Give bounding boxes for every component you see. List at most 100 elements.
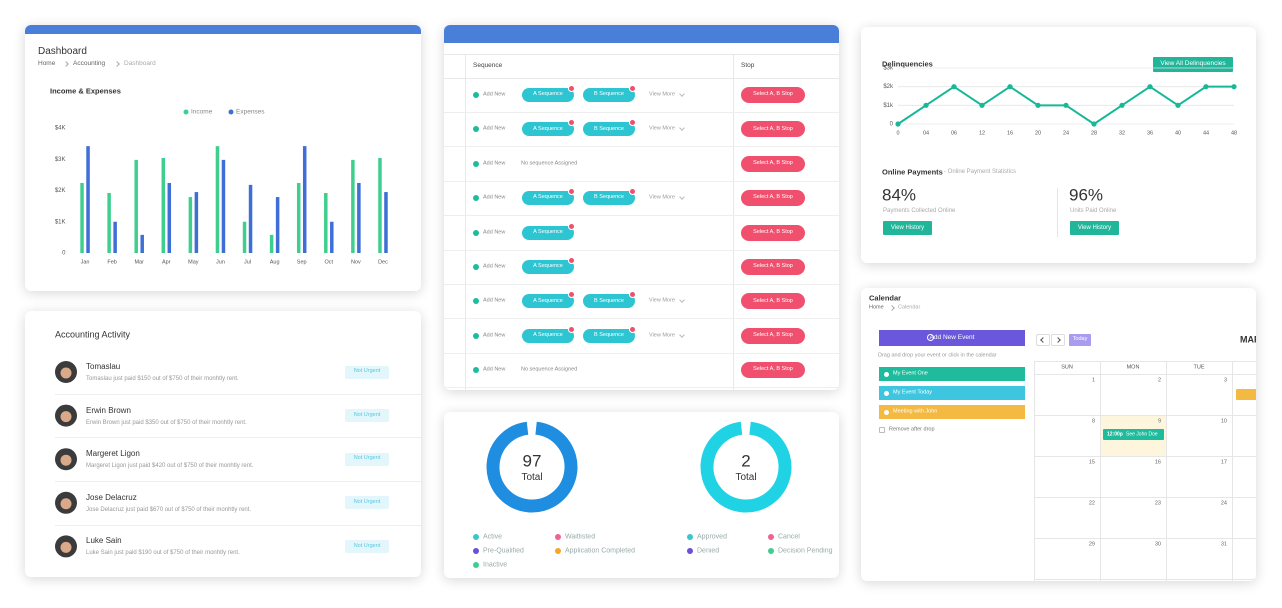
view-more-link[interactable]: View More [649, 332, 675, 339]
day-number: 3 [1223, 377, 1227, 384]
chip-remove-icon[interactable] [629, 291, 636, 299]
x-tick-label: Oct [325, 259, 334, 265]
sequence-chip[interactable]: B Sequence [583, 294, 635, 309]
stat-value: 84% [882, 185, 917, 205]
view-history-button[interactable]: View History [883, 221, 932, 235]
chip-remove-icon[interactable] [568, 222, 575, 230]
point [923, 102, 929, 108]
add-new-link[interactable]: Add New [483, 332, 506, 339]
x-tick-label: 12 [979, 130, 985, 136]
calendar-hint: Drag and drop your event or click in the… [878, 352, 997, 359]
grid-line-v [1034, 361, 1035, 581]
avatar-face [60, 541, 72, 553]
stop-button[interactable]: Select A, B Stop [741, 121, 805, 138]
column-header: Sequence [473, 61, 503, 69]
remove-checkbox[interactable] [879, 427, 885, 433]
bar [351, 159, 355, 253]
stop-button[interactable]: Select A, B Stop [741, 293, 805, 310]
sequence-chip[interactable]: A Sequence [522, 122, 574, 137]
today-button[interactable]: Today [1069, 334, 1091, 346]
table-line [733, 54, 734, 390]
day-number: 2 [1157, 377, 1161, 384]
stop-button[interactable]: Select A, B Stop [741, 259, 805, 275]
stop-button[interactable]: Select A, B Stop [741, 155, 805, 172]
view-history-button[interactable]: View History [1070, 221, 1119, 235]
sequence-chip[interactable]: A Sequence [522, 260, 574, 274]
sequence-chip[interactable]: A Sequence [522, 88, 574, 102]
chip-remove-icon[interactable] [568, 257, 575, 264]
draggable-event[interactable] [879, 405, 1025, 419]
chip-remove-icon[interactable] [568, 325, 575, 333]
day-number: 9 [1157, 418, 1161, 425]
draggable-event[interactable] [879, 386, 1025, 400]
chip-remove-icon[interactable] [629, 85, 636, 92]
legend-swatch [473, 534, 479, 540]
breadcrumb-item[interactable]: Home [869, 304, 884, 311]
column-header: Stop [741, 61, 755, 69]
calendar-event[interactable] [1103, 429, 1164, 440]
chip-remove-icon[interactable] [629, 119, 636, 127]
card-title: Calendar [869, 293, 902, 303]
add-event-button[interactable]: Add New Event [879, 330, 1025, 346]
legend-swatch [473, 548, 479, 554]
add-new-link[interactable]: Add New [483, 366, 506, 373]
checkbox-label: Remove after drop [889, 426, 935, 433]
view-more-link[interactable]: View More [649, 125, 675, 132]
x-tick-label: Nov [351, 259, 361, 265]
sequence-chip[interactable]: A Sequence [522, 294, 574, 309]
add-new-link[interactable]: Add New [483, 297, 506, 304]
event-name: My Event One [893, 370, 928, 377]
sequence-chip[interactable]: A Sequence [522, 191, 574, 206]
y-tick-label: $2k [883, 84, 894, 90]
sequence-chip[interactable]: B Sequence [583, 88, 635, 102]
stop-button[interactable]: Select A, B Stop [741, 224, 805, 241]
draggable-event[interactable] [879, 367, 1025, 381]
grid-line-h [1034, 456, 1256, 457]
status-badge: Not Urgent [345, 496, 389, 510]
nav-button[interactable] [1036, 334, 1050, 346]
x-tick-label: Jul [244, 259, 251, 265]
chip-remove-icon[interactable] [568, 85, 575, 92]
add-icon [473, 126, 479, 133]
sequence-chip[interactable]: A Sequence [522, 328, 574, 343]
sequence-chip[interactable]: B Sequence [583, 191, 635, 206]
view-more-link[interactable]: View More [649, 91, 675, 98]
stop-button[interactable]: Select A, B Stop [741, 327, 805, 344]
status-badge: Not Urgent [345, 365, 389, 379]
sequence-chip[interactable]: A Sequence [522, 225, 574, 240]
sequence-chip[interactable]: B Sequence [583, 328, 635, 343]
add-new-link[interactable]: Add New [483, 228, 506, 235]
chip-remove-icon[interactable] [568, 291, 575, 299]
bar [357, 183, 361, 253]
legend-label: Income [191, 109, 213, 116]
chip-remove-icon[interactable] [568, 119, 575, 127]
view-more-link[interactable]: View More [649, 297, 675, 304]
grid-line-v [1100, 361, 1101, 581]
grid-line-h [1034, 361, 1256, 362]
stop-button[interactable]: Select A, B Stop [741, 190, 805, 207]
delinquencies-card: Delinquencies View All Delinquencies 0 $1k $… [861, 27, 1256, 263]
add-new-link[interactable]: Add New [483, 263, 506, 270]
chip-remove-icon[interactable] [629, 188, 636, 196]
stop-button[interactable]: Select A, B Stop [741, 87, 805, 103]
total-label: Total [735, 472, 757, 483]
add-new-link[interactable]: Add New [483, 91, 506, 98]
breadcrumb-item[interactable]: Accounting [73, 59, 106, 67]
status-badge: Not Urgent [345, 539, 389, 553]
person-name: Luke Sain [86, 536, 122, 546]
add-new-link[interactable]: Add New [483, 160, 506, 167]
chip-remove-icon[interactable] [629, 325, 636, 333]
breadcrumb-item[interactable]: Home [38, 59, 56, 67]
stop-button[interactable]: Select A, B Stop [741, 362, 805, 379]
x-tick-label: Aug [270, 259, 280, 265]
view-more-link[interactable]: View More [649, 194, 675, 201]
chip-remove-icon[interactable] [568, 188, 575, 196]
bar [107, 193, 111, 253]
day-number: 17 [1220, 459, 1227, 466]
add-new-link[interactable]: Add New [483, 125, 506, 132]
row-divider [444, 352, 839, 354]
sequence-chip[interactable]: B Sequence [583, 122, 635, 137]
table-line [444, 54, 839, 55]
nav-button[interactable] [1051, 334, 1065, 346]
add-new-link[interactable]: Add New [483, 194, 506, 201]
